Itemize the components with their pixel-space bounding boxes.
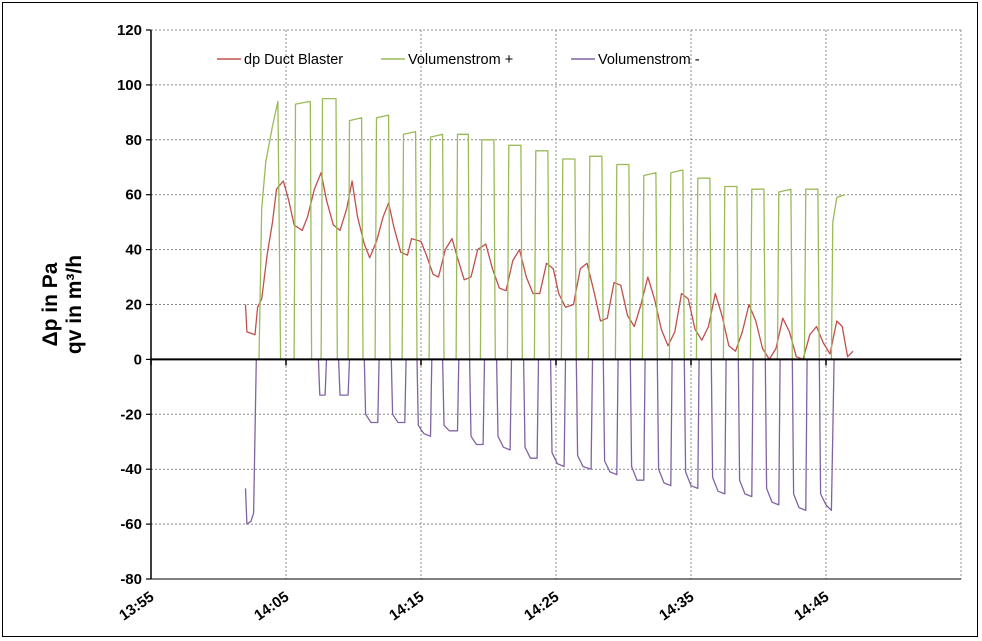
series-line-3 xyxy=(244,358,835,525)
x-tick-label: 13:55 xyxy=(116,588,157,624)
y-tick-label: 120 xyxy=(117,22,142,39)
y-tick-label: -60 xyxy=(120,516,142,533)
series-line-1 xyxy=(244,172,854,361)
y-tick-label: 20 xyxy=(125,297,142,314)
legend-label-1: dp Duct Blaster xyxy=(244,52,343,68)
y-tick-label: -40 xyxy=(120,461,142,478)
y-tick-label: 80 xyxy=(125,132,142,149)
y-tick-label: 0 xyxy=(134,351,142,368)
y-axis-label-line-2: qv in m³/h xyxy=(63,255,86,354)
legend-label-3: Volumenstrom - xyxy=(598,52,700,68)
x-tick-label: 14:25 xyxy=(521,588,562,624)
x-tick-label: 14:15 xyxy=(386,588,427,624)
x-tick-label: 14:45 xyxy=(791,588,832,624)
y-tick-label: 60 xyxy=(125,187,142,204)
line-chart: -80 -60 -40 -20 0 20 40 60 80 100 120 13:55 14:05 14:… xyxy=(39,22,962,624)
y-tick-label: -80 xyxy=(120,571,142,588)
legend-label-2: Volumenstrom + xyxy=(408,52,513,68)
y-tick-label: 40 xyxy=(125,242,142,259)
x-tick-label: 14:05 xyxy=(251,588,292,624)
y-axis-label-line-1: Δp in Pa xyxy=(39,262,62,346)
x-tick-label: 14:35 xyxy=(656,588,697,624)
y-tick-label: -20 xyxy=(120,406,142,423)
y-tick-label: 100 xyxy=(117,77,142,94)
